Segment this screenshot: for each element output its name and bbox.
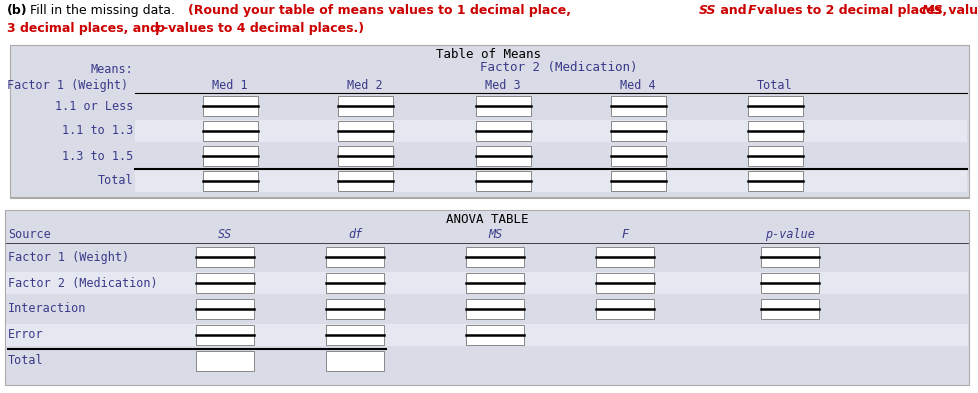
- Text: SS: SS: [698, 4, 716, 17]
- Text: Factor 1 (Weight): Factor 1 (Weight): [8, 250, 129, 263]
- Text: 1.3 to 1.5: 1.3 to 1.5: [62, 149, 133, 162]
- Text: and: and: [715, 4, 750, 17]
- Text: SS: SS: [218, 228, 232, 241]
- Text: Error: Error: [8, 329, 44, 342]
- Text: Means:: Means:: [90, 63, 133, 76]
- Text: (Round your table of means values to 1 decimal place,: (Round your table of means values to 1 d…: [188, 4, 575, 17]
- Text: Factor 1 (Weight): Factor 1 (Weight): [7, 79, 128, 92]
- Text: ANOVA TABLE: ANOVA TABLE: [445, 213, 528, 226]
- Text: Total: Total: [756, 79, 792, 92]
- Text: Med 2: Med 2: [347, 79, 382, 92]
- Text: Factor 2 (Medication): Factor 2 (Medication): [480, 61, 637, 74]
- Text: values to: values to: [943, 4, 978, 17]
- Text: Interaction: Interaction: [8, 303, 86, 316]
- Text: MS: MS: [487, 228, 502, 241]
- Text: df: df: [347, 228, 362, 241]
- Text: (b): (b): [7, 4, 27, 17]
- Text: 1.1 or Less: 1.1 or Less: [55, 99, 133, 112]
- Text: Med 1: Med 1: [212, 79, 247, 92]
- Text: Table of Means: Table of Means: [436, 48, 541, 61]
- Text: Med 3: Med 3: [485, 79, 520, 92]
- Text: Source: Source: [8, 228, 51, 241]
- Text: Total: Total: [97, 174, 133, 187]
- Text: MS: MS: [921, 4, 943, 17]
- Text: Factor 2 (Medication): Factor 2 (Medication): [8, 277, 157, 290]
- Text: 1.1 to 1.3: 1.1 to 1.3: [62, 125, 133, 138]
- Text: p: p: [155, 22, 164, 35]
- Text: F: F: [747, 4, 756, 17]
- Text: Total: Total: [8, 354, 44, 367]
- Text: 3 decimal places, and: 3 decimal places, and: [7, 22, 163, 35]
- Text: F: F: [621, 228, 628, 241]
- Text: values to 2 decimal places,: values to 2 decimal places,: [756, 4, 946, 17]
- Text: Med 4: Med 4: [619, 79, 655, 92]
- Text: Fill in the missing data.: Fill in the missing data.: [30, 4, 175, 17]
- Text: p-value: p-value: [764, 228, 814, 241]
- Text: -values to 4 decimal places.): -values to 4 decimal places.): [162, 22, 364, 35]
